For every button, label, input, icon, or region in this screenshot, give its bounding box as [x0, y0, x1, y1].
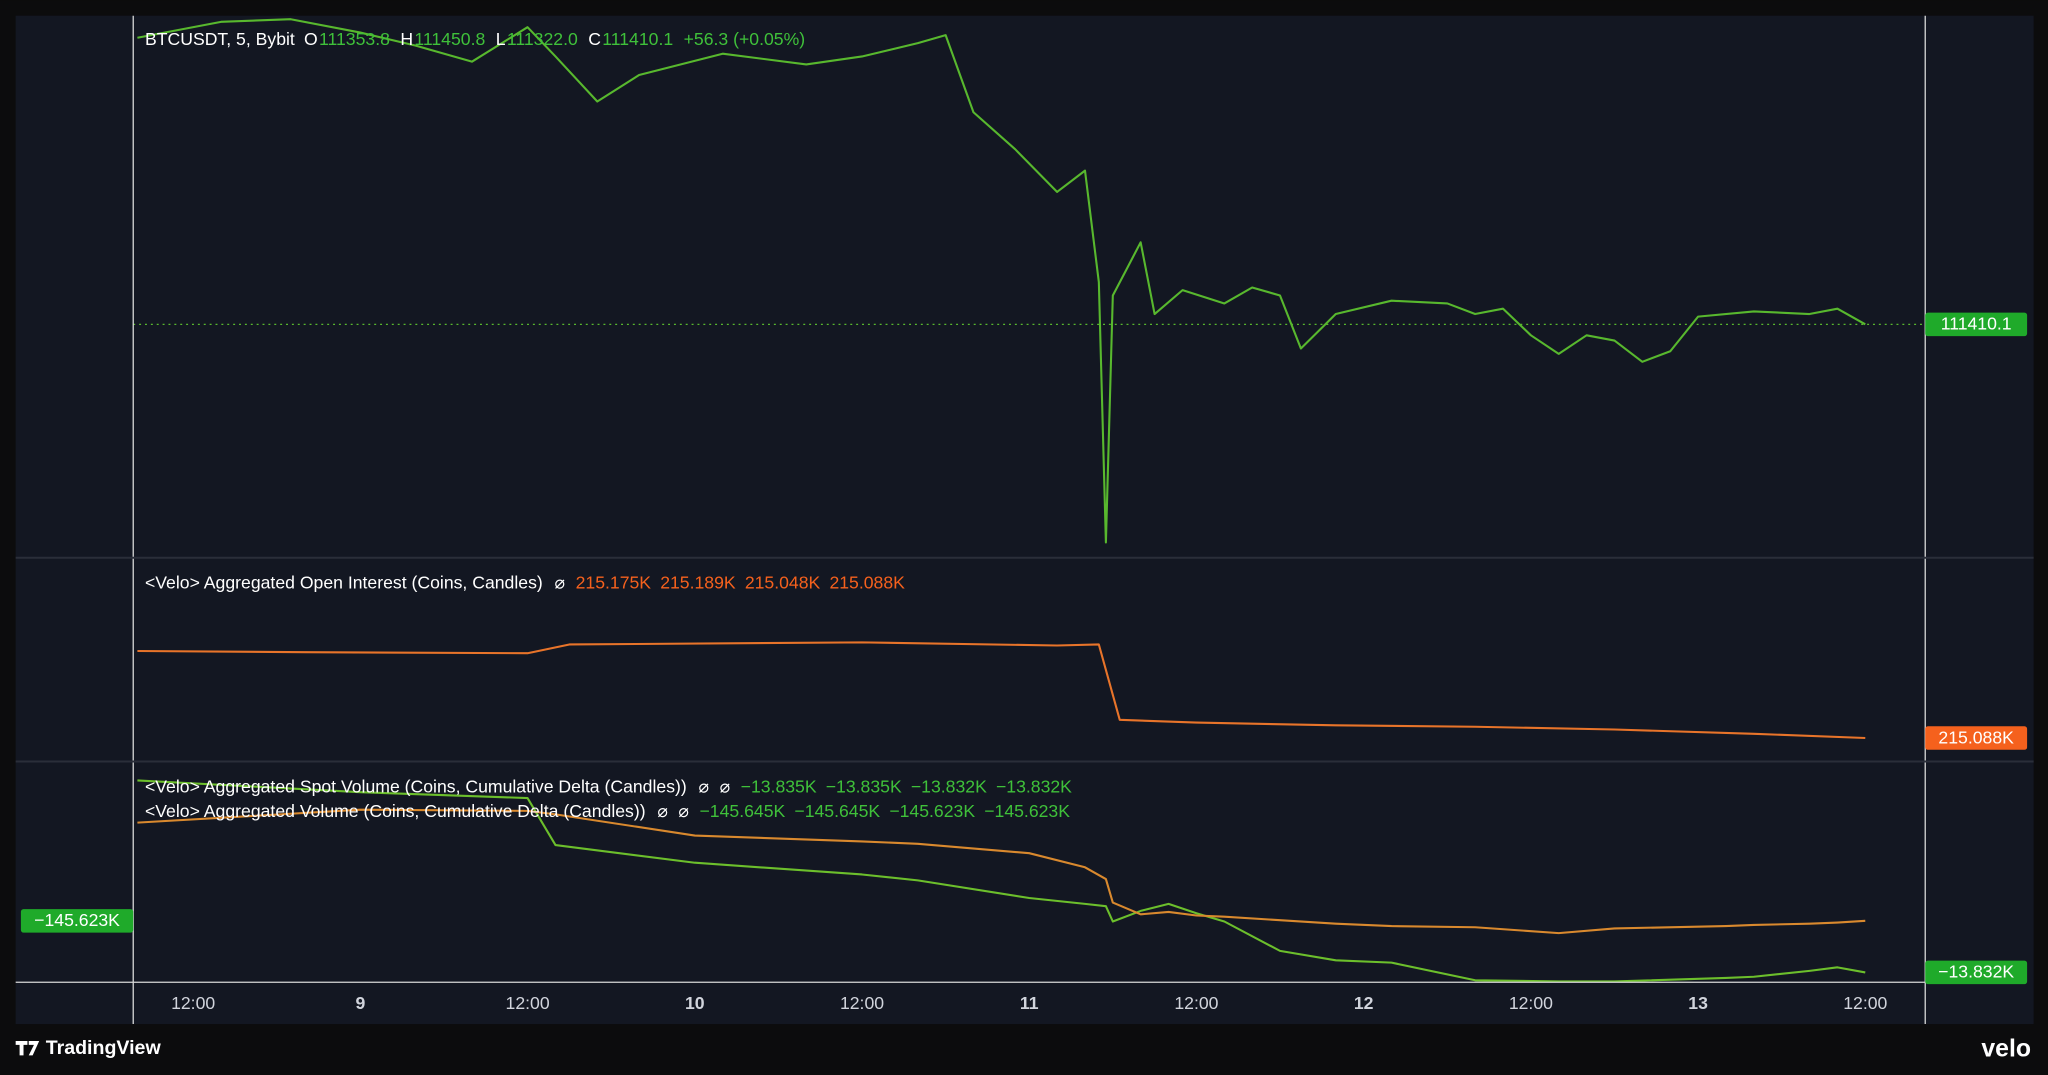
legend-text: −13.832K [911, 776, 987, 796]
last-value-label: 111410.1 [1941, 314, 2012, 334]
series-line [137, 808, 1866, 935]
legend-text: 111353.8 [319, 29, 390, 49]
legend-text: −145.623K [984, 801, 1070, 821]
legend-text: ⌀ [555, 573, 566, 593]
series-line [137, 641, 1866, 740]
legend-text: 215.048K [745, 573, 821, 593]
legend-text: <Velo> Aggregated Open Interest (Coins, … [145, 573, 543, 593]
marks-layer [133, 18, 1926, 983]
legend-text: 111450.8 [414, 29, 485, 49]
last-value-label: −13.832K [1938, 962, 2014, 982]
legend-text: <Velo> Aggregated Volume (Coins, Cumulat… [145, 801, 646, 821]
x-tick-label: 11 [1020, 993, 1039, 1013]
x-tick-label: 13 [1688, 993, 1708, 1013]
x-tick-label: 12:00 [1843, 993, 1887, 1013]
legend-text: −145.645K [700, 801, 786, 821]
legend-text: −145.623K [889, 801, 975, 821]
series-line [137, 779, 1866, 983]
brand: TradingView [46, 1037, 162, 1059]
legend-text: 215.189K [660, 573, 736, 593]
last-value-box [1925, 960, 2028, 985]
legend-text: −13.832K [996, 776, 1072, 796]
last-value-box [20, 909, 134, 933]
x-tick-label: 12:00 [840, 993, 884, 1013]
legend-text: ⌀ [720, 776, 731, 796]
partner-logo: velo [1981, 1036, 2031, 1063]
x-tick-label: 10 [685, 993, 705, 1013]
legend-text: H [400, 29, 413, 49]
legend-text: −13.835K [826, 776, 902, 796]
labels-layer: 111410.1 BTCUSDT, 5, Bybit O 111353.8 H 11145… [20, 29, 2028, 1013]
legend-text: C [588, 29, 601, 49]
legend-text: 215.088K [829, 573, 905, 593]
last-value-label: 215.088K [1938, 727, 2014, 747]
x-tick-label: 12:00 [1174, 993, 1218, 1013]
x-tick-label: 12 [1354, 993, 1374, 1013]
legend-text: ⌀ [678, 801, 689, 821]
legend-text: <Velo> Aggregated Spot Volume (Coins, Cu… [145, 776, 687, 796]
legend-text: O [304, 29, 318, 49]
legend-text: L [496, 29, 506, 49]
logo-icon [15, 1041, 40, 1056]
legend-text: BTCUSDT, 5, Bybit [145, 29, 295, 49]
last-value-label: −145.623K [34, 910, 120, 930]
chart-area [15, 15, 2034, 1025]
legend-text: ⌀ [657, 801, 668, 821]
x-tick-label: 9 [355, 993, 365, 1013]
tradingview-logo: TradingView [15, 1037, 162, 1059]
legend-text: 111322.0 [507, 29, 578, 49]
x-tick-label: 12:00 [506, 993, 550, 1013]
legend-text: −145.645K [794, 801, 880, 821]
x-tick-label: 12:00 [171, 993, 215, 1013]
legend-text: ⌀ [699, 776, 710, 796]
x-tick-label: 12:00 [1509, 993, 1553, 1013]
legend-text: −13.835K [741, 776, 817, 796]
last-value-box [1925, 312, 2028, 337]
last-value-box [1925, 726, 2028, 750]
series-line [137, 18, 1866, 544]
legend-text: 111410.1 [602, 29, 673, 49]
legend-text: 215.175K [576, 573, 652, 593]
legend-text: +56.3 (+0.05%) [684, 29, 806, 49]
